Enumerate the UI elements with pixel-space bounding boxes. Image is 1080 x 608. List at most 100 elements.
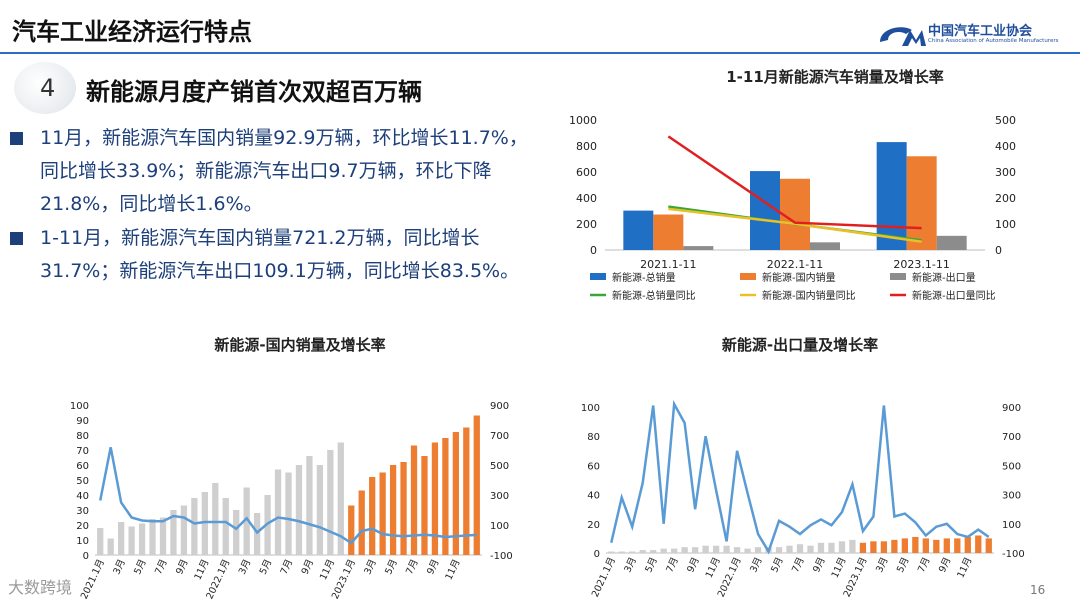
bullet-item: 11月，新能源汽车国内销量92.9万辆，环比增长11.7%，同比增长33.9%；… bbox=[10, 122, 538, 221]
bar bbox=[348, 505, 355, 555]
bar bbox=[400, 462, 407, 555]
legend-label: 新能源-国内销量 bbox=[762, 271, 836, 284]
y2-tick-label: 300 bbox=[490, 491, 509, 502]
bar bbox=[653, 214, 684, 250]
bar bbox=[733, 547, 741, 553]
y2-tick-label: 300 bbox=[1002, 491, 1021, 502]
bar bbox=[828, 542, 835, 553]
y-tick-label: 20 bbox=[76, 521, 89, 532]
bar bbox=[876, 142, 907, 250]
y2-tick-label: 700 bbox=[1002, 432, 1021, 443]
caam-logo bbox=[880, 27, 926, 46]
x-tick-label: 5月 bbox=[895, 556, 912, 575]
y-tick-label: 400 bbox=[576, 192, 597, 205]
y2-tick-label: 900 bbox=[1002, 403, 1021, 414]
domestic-sales-chart: 0 10 20 30 40 50 60 70 80 90 100 -100 100 300 500 700 90… bbox=[70, 401, 513, 601]
bar bbox=[817, 542, 825, 553]
x-tick-label: 2022.1-11 bbox=[767, 258, 823, 271]
y2-tick-label: 500 bbox=[490, 461, 509, 472]
x-tick-label: 11月 bbox=[955, 556, 974, 580]
y-tick-label: 70 bbox=[76, 446, 89, 457]
y2-tick-label: 900 bbox=[490, 401, 509, 412]
bar bbox=[369, 477, 376, 555]
bar bbox=[943, 538, 950, 553]
x-tick-label: 3月 bbox=[622, 556, 639, 575]
legend-label: 新能源-出口量同比 bbox=[912, 289, 996, 302]
bar bbox=[389, 465, 397, 555]
bar bbox=[421, 456, 428, 555]
bar bbox=[107, 538, 114, 555]
x-tick-label: 5月 bbox=[643, 556, 660, 575]
y-tick-label: 200 bbox=[576, 218, 597, 231]
bar bbox=[912, 536, 919, 553]
bar bbox=[285, 472, 292, 555]
y2-tick-label: 200 bbox=[995, 192, 1016, 205]
bar bbox=[623, 210, 654, 250]
x-tick-label: 3月 bbox=[362, 558, 379, 577]
legend-swatch bbox=[890, 273, 906, 280]
y2-tick-label: 100 bbox=[490, 521, 509, 532]
bar bbox=[859, 542, 867, 553]
x-tick-label: 7月 bbox=[153, 558, 170, 577]
x-tick-label: 11月 bbox=[443, 558, 462, 582]
bullet-text: 1-11月，新能源汽车国内销量721.2万辆，同比增长31.7%；新能源汽车出口… bbox=[40, 227, 520, 282]
bar bbox=[901, 538, 909, 553]
chart-title: 新能源-国内销量及增长率 bbox=[214, 336, 386, 354]
bar bbox=[233, 510, 240, 555]
y2-tick-label: 100 bbox=[995, 218, 1016, 231]
bar bbox=[463, 427, 470, 555]
bar bbox=[906, 156, 937, 250]
y-tick-label: 90 bbox=[76, 416, 89, 427]
y-tick-label: 800 bbox=[576, 140, 597, 153]
bar bbox=[629, 551, 636, 553]
bar bbox=[810, 242, 840, 250]
bar bbox=[180, 505, 188, 555]
bar bbox=[295, 465, 303, 555]
bullet-item: 1-11月，新能源汽车国内销量721.2万辆，同比增长31.7%；新能源汽车出口… bbox=[10, 222, 538, 288]
bar bbox=[933, 539, 940, 553]
y2-tick-label: 500 bbox=[995, 114, 1016, 127]
x-tick-label: 2023.1-11 bbox=[893, 258, 949, 271]
bar bbox=[775, 547, 783, 553]
y2-tick-label: 100 bbox=[1002, 520, 1021, 531]
bar bbox=[327, 450, 334, 555]
bar bbox=[118, 522, 125, 555]
x-tick-label: 9月 bbox=[811, 556, 828, 575]
x-tick-label: 5月 bbox=[383, 558, 400, 577]
page-title: 汽车工业经济运行特点 bbox=[12, 18, 252, 46]
x-tick-label: 11月 bbox=[704, 556, 723, 580]
x-tick-label: 7月 bbox=[664, 556, 681, 575]
logo-text-cn: 中国汽车工业协会 bbox=[928, 24, 1033, 39]
y-tick-label: 80 bbox=[587, 432, 600, 443]
chart-title: 1-11月新能源汽车销量及增长率 bbox=[726, 68, 944, 86]
bar bbox=[849, 539, 856, 553]
bullet-square-icon bbox=[10, 232, 23, 245]
x-tick-label: 11月 bbox=[830, 556, 849, 580]
bar bbox=[712, 545, 720, 553]
legend-label: 新能源-总销量同比 bbox=[612, 289, 696, 302]
y-tick-label: 50 bbox=[76, 476, 89, 487]
bar bbox=[128, 526, 135, 555]
bar bbox=[954, 538, 961, 553]
bar bbox=[431, 442, 439, 555]
bar bbox=[891, 539, 898, 553]
footer-watermark: 大数跨境 bbox=[8, 578, 73, 597]
bar bbox=[807, 545, 814, 553]
growth-line bbox=[610, 399, 990, 555]
x-tick-label: 3月 bbox=[874, 556, 891, 575]
y-tick-label: 40 bbox=[587, 491, 600, 502]
x-tick-label: 3月 bbox=[111, 558, 128, 577]
y-tick-label: 1000 bbox=[569, 114, 597, 127]
legend-label: 新能源-国内销量同比 bbox=[762, 289, 856, 302]
bar bbox=[410, 445, 418, 555]
bar bbox=[744, 548, 751, 553]
y-tick-label: 20 bbox=[587, 520, 600, 531]
bullet-text: 11月，新能源汽车国内销量92.9万辆，环比增长11.7%，同比增长33.9%；… bbox=[40, 127, 528, 215]
bar bbox=[681, 547, 688, 553]
bar bbox=[149, 519, 156, 555]
x-tick-label: 3月 bbox=[237, 558, 254, 577]
bar bbox=[358, 490, 365, 555]
x-tick-label: 5月 bbox=[132, 558, 149, 577]
x-tick-label: 7月 bbox=[279, 558, 296, 577]
